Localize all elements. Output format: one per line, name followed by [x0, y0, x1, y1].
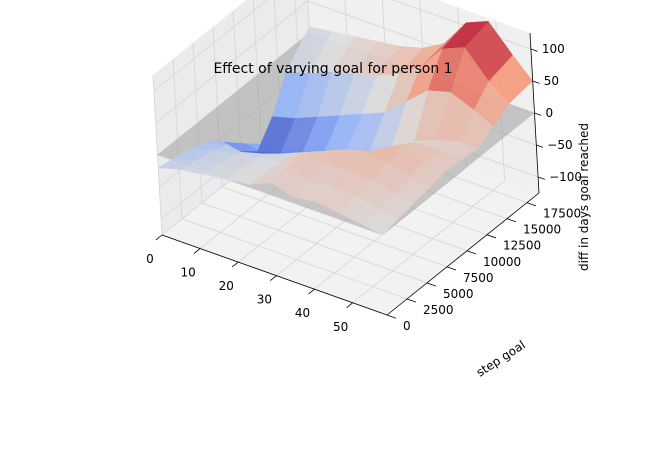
y-tick-label: 15000 — [523, 223, 561, 237]
z-grid-line — [153, 0, 532, 92]
y-axis-line — [386, 192, 540, 316]
axis-lines — [155, 32, 545, 319]
tick-labels: 0 10 20 30 40 50 0 2500 5000 7500 10000 12500 15000 1… — [146, 42, 582, 334]
z-tick-label: −100 — [549, 170, 582, 184]
z-tick-mark — [534, 112, 542, 116]
x-tick-mark — [308, 288, 315, 295]
z-tick-mark — [537, 176, 545, 180]
x-tick-label: 30 — [257, 293, 272, 307]
z-tick-label: 50 — [544, 74, 559, 88]
x-tick-label: 0 — [146, 252, 154, 266]
y-tick-label: 7500 — [463, 271, 494, 285]
y-tick-mark — [486, 234, 497, 239]
y-tick-mark — [426, 282, 437, 287]
z-tick-label: 100 — [542, 42, 565, 56]
y-tick-mark — [386, 314, 397, 319]
chart-title: Effect of varying goal for person 1 — [213, 61, 452, 77]
x-tick-mark — [231, 261, 239, 268]
y-grid-line — [172, 58, 408, 300]
x-axis-line — [161, 234, 388, 316]
x-tick-label: 10 — [180, 266, 195, 280]
y-tick-mark — [466, 250, 477, 255]
z-tick-mark — [530, 48, 538, 52]
y-grid-line — [192, 42, 428, 284]
x-tick-label: 40 — [295, 306, 310, 320]
y-tick-label: 12500 — [503, 239, 541, 253]
x-tick-mark — [346, 302, 353, 308]
y-tick-mark — [526, 202, 537, 207]
y-tick-label: 2500 — [423, 303, 454, 317]
surface-patch — [286, 26, 333, 74]
y-axis-label: step goal — [474, 338, 528, 380]
y-tick-label: 10000 — [483, 255, 521, 269]
x-tick-mark — [193, 248, 201, 254]
z-tick-mark — [536, 144, 544, 148]
y-tick-label: 5000 — [443, 287, 474, 301]
z-tick-label: −50 — [547, 138, 572, 152]
y-tick-label: 17500 — [543, 207, 581, 221]
y-tick-mark — [446, 266, 457, 271]
y-tick-mark — [506, 218, 517, 223]
x-tick-mark — [270, 275, 277, 281]
x-tick-label: 50 — [333, 320, 348, 334]
z-axis-label: diff in days goal reached — [577, 123, 591, 271]
surface-mesh — [157, 20, 533, 236]
y-tick-label: 0 — [403, 319, 411, 333]
z-tick-mark — [532, 80, 540, 84]
x-tick-mark — [155, 234, 163, 241]
y-grid-line — [212, 26, 448, 268]
z-tick-label: 0 — [546, 106, 554, 120]
y-tick-mark — [406, 298, 417, 303]
x-tick-label: 20 — [219, 279, 234, 293]
